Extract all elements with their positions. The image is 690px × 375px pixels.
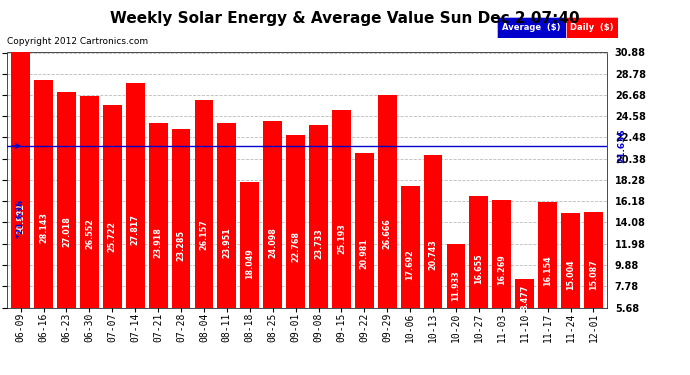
Bar	[355, 153, 374, 365]
Text: 21.636: 21.636	[618, 129, 627, 164]
Bar	[240, 182, 259, 365]
Bar	[264, 121, 282, 365]
Bar	[309, 125, 328, 365]
Bar	[11, 53, 30, 365]
Bar	[195, 100, 213, 365]
Text: *21.636: *21.636	[16, 199, 25, 238]
Text: Average  ($): Average ($)	[502, 22, 560, 32]
Bar	[103, 105, 121, 365]
Text: 23.733: 23.733	[314, 228, 323, 259]
Bar	[172, 129, 190, 365]
Bar	[286, 135, 305, 365]
Bar	[561, 213, 580, 365]
Text: 23.918: 23.918	[154, 228, 163, 258]
Text: 15.004: 15.004	[566, 259, 575, 290]
Text: 27.817: 27.817	[130, 214, 139, 244]
Text: Copyright 2012 Cartronics.com: Copyright 2012 Cartronics.com	[7, 38, 148, 46]
Text: 17.692: 17.692	[406, 250, 415, 280]
Text: 20.743: 20.743	[428, 239, 437, 270]
Bar	[80, 96, 99, 365]
Bar	[401, 186, 420, 365]
Bar	[332, 110, 351, 365]
Text: 30.882: 30.882	[16, 203, 25, 234]
Text: 24.098: 24.098	[268, 227, 277, 258]
Bar	[515, 279, 534, 365]
Bar	[469, 196, 489, 365]
Text: 23.285: 23.285	[177, 230, 186, 261]
Text: Weekly Solar Energy & Average Value Sun Dec 2 07:40: Weekly Solar Energy & Average Value Sun …	[110, 11, 580, 26]
Text: 18.049: 18.049	[245, 248, 255, 279]
Text: 15.087: 15.087	[589, 259, 598, 290]
Bar	[378, 95, 397, 365]
Text: 28.143: 28.143	[39, 213, 48, 243]
Text: 27.018: 27.018	[62, 216, 71, 248]
Bar	[217, 123, 236, 365]
Text: 16.154: 16.154	[543, 255, 552, 286]
Bar	[57, 92, 76, 365]
Bar	[126, 84, 145, 365]
Text: 8.477: 8.477	[520, 285, 529, 310]
Text: 22.768: 22.768	[291, 231, 300, 262]
Text: 26.666: 26.666	[383, 218, 392, 249]
Text: 20.981: 20.981	[359, 238, 369, 269]
Text: 25.193: 25.193	[337, 223, 346, 254]
Text: 23.951: 23.951	[222, 227, 231, 258]
Text: 25.722: 25.722	[108, 221, 117, 252]
Bar	[34, 80, 53, 365]
Bar	[584, 212, 603, 365]
Bar	[424, 155, 442, 365]
Text: 26.157: 26.157	[199, 220, 208, 251]
Text: Daily  ($): Daily ($)	[570, 22, 613, 32]
Bar	[493, 200, 511, 365]
Text: 16.655: 16.655	[475, 254, 484, 284]
Bar	[149, 123, 168, 365]
Bar	[446, 244, 465, 365]
Bar	[538, 201, 557, 365]
Text: 16.269: 16.269	[497, 255, 506, 285]
Text: 11.933: 11.933	[451, 270, 460, 301]
Text: 26.552: 26.552	[85, 218, 94, 249]
